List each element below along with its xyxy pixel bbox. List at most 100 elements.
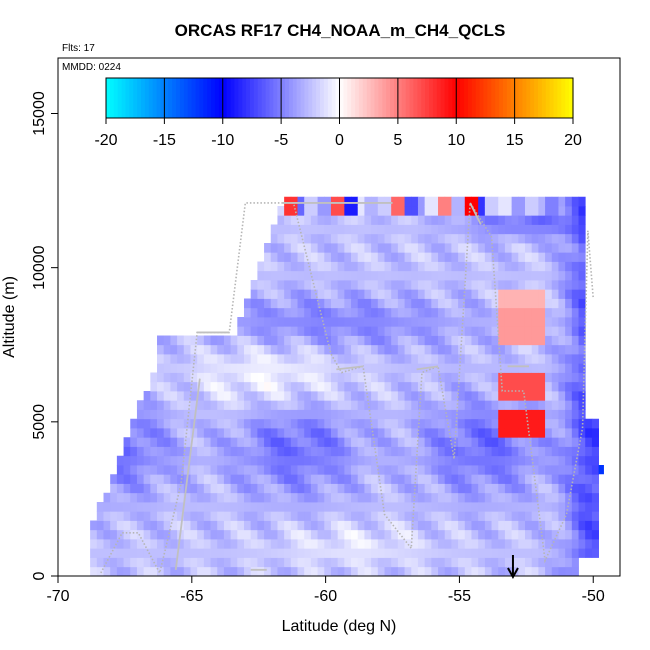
heatmap-cell	[217, 520, 225, 531]
heatmap-cell	[391, 566, 399, 577]
heatmap-cell	[504, 418, 513, 429]
heatmap-cell	[317, 511, 325, 521]
heatmap-cell	[464, 539, 472, 549]
heatmap-cell	[264, 511, 272, 521]
heatmap-cell	[183, 400, 191, 410]
heatmap-cell	[504, 529, 513, 540]
heatmap-cell	[417, 233, 426, 244]
heatmap-cell	[157, 344, 165, 355]
heatmap-cell	[364, 483, 372, 494]
heatmap-cell	[511, 289, 519, 299]
heatmap-cell	[444, 548, 452, 558]
colorbar-tick-label: -15	[153, 132, 176, 149]
heatmap-cell	[484, 261, 492, 272]
heatmap-cell	[250, 483, 258, 494]
heatmap-cell	[324, 409, 332, 420]
heatmap-cell	[150, 391, 158, 401]
heatmap-cell	[484, 557, 492, 568]
heatmap-cell	[444, 557, 452, 568]
heatmap-cell	[284, 326, 292, 336]
heatmap-cell	[491, 280, 499, 290]
heatmap-cell	[524, 270, 533, 281]
heatmap-cell	[243, 354, 252, 364]
heatmap-cell	[585, 502, 593, 512]
arrow-head	[507, 567, 519, 580]
heatmap-cell	[551, 289, 559, 299]
heatmap-cell	[384, 206, 392, 216]
heatmap-cell	[484, 326, 492, 336]
heatmap-cell	[545, 261, 553, 272]
heatmap-cell	[384, 548, 392, 558]
heatmap-cell	[444, 529, 452, 540]
heatmap-cell	[357, 344, 365, 355]
heatmap-cell	[531, 455, 539, 466]
heatmap-cell	[424, 539, 432, 549]
heatmap-cell	[203, 391, 211, 401]
heatmap-cell	[304, 474, 312, 484]
heatmap-cell	[337, 502, 345, 512]
colorbar-segment	[199, 78, 204, 118]
heatmap-cell	[230, 363, 238, 373]
heatmap-cell	[458, 455, 466, 466]
heatmap-cell	[270, 418, 278, 429]
heatmap-cell	[451, 196, 459, 207]
heatmap-cell	[397, 206, 405, 216]
heatmap-cell	[230, 418, 238, 429]
heatmap-cell	[90, 520, 98, 531]
colorbar-segment	[308, 78, 313, 118]
heatmap-cell	[471, 539, 479, 549]
heatmap-cell	[518, 428, 526, 438]
heatmap-cell	[424, 511, 432, 521]
heatmap-cell	[230, 400, 238, 410]
colorbar-segment	[113, 78, 119, 118]
heatmap-cell	[157, 437, 165, 447]
heatmap-cell	[545, 196, 553, 207]
heatmap-cell	[197, 446, 205, 457]
heatmap-cell	[364, 196, 372, 207]
heatmap-cell	[337, 557, 345, 568]
heatmap-cell	[364, 511, 372, 521]
heatmap-cell	[578, 520, 586, 531]
heatmap-cell	[391, 344, 399, 355]
heatmap-cell	[444, 307, 452, 318]
colorbar-tick-label: 0	[335, 132, 344, 149]
heatmap-cell	[243, 474, 252, 484]
heatmap-cell	[136, 418, 145, 429]
heatmap-cell	[337, 400, 345, 410]
heatmap-cell	[223, 529, 232, 540]
heatmap-cell	[243, 344, 252, 355]
heatmap-cell	[464, 511, 472, 521]
heatmap-cell	[411, 566, 419, 577]
heatmap-cell	[317, 233, 325, 244]
heatmap-cell	[524, 446, 533, 457]
heatmap-cell	[364, 335, 372, 346]
plot-frame	[57, 57, 621, 577]
heatmap-cell	[484, 307, 492, 318]
heatmap-cell	[250, 465, 258, 475]
heatmap-cell	[545, 206, 553, 216]
heatmap-cell	[565, 298, 573, 309]
heatmap-cell	[397, 307, 405, 318]
heatmap-cell	[170, 354, 178, 364]
heatmap-cell	[424, 465, 432, 475]
heatmap-cell	[565, 363, 573, 373]
heatmap-cell	[391, 326, 399, 336]
heatmap-cell	[257, 354, 265, 364]
colorbar: -20 -15 -10 -5 0 5 10 15 20	[94, 77, 582, 149]
heatmap-cell	[277, 381, 285, 392]
heatmap-cell	[578, 354, 586, 364]
heatmap-cell	[344, 224, 352, 235]
heatmap-cell	[391, 215, 399, 225]
heatmap-cell	[337, 428, 345, 438]
heatmap-cell	[310, 548, 318, 558]
heatmap-cell	[384, 400, 392, 410]
colorbar-segment	[553, 78, 559, 118]
heatmap-cell	[130, 557, 138, 568]
heatmap-cell	[524, 289, 533, 299]
heatmap-cell	[210, 335, 218, 346]
heatmap-cell	[237, 354, 245, 364]
heatmap-cell	[304, 566, 312, 577]
heatmap-cell	[518, 270, 526, 281]
heatmap-cell	[438, 354, 446, 364]
heatmap-cell	[304, 224, 312, 235]
